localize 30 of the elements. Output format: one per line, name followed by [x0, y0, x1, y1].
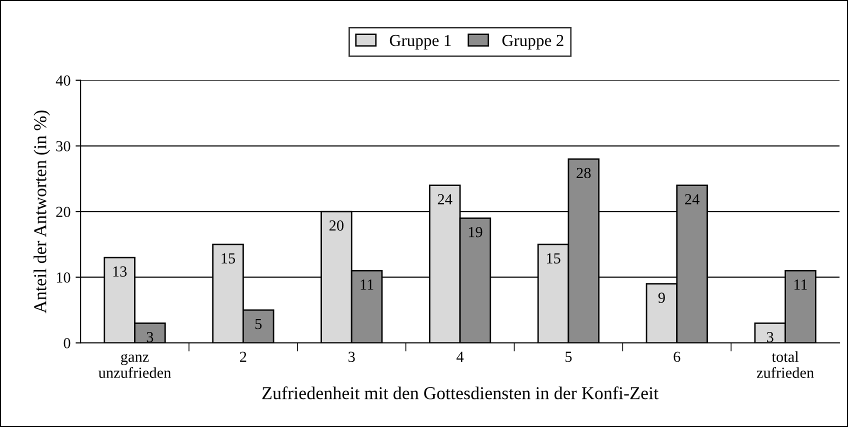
x-axis-title: Zufriedenheit mit den Gottesdiensten in der Konfi-Zeit: [262, 386, 658, 400]
x-tick-label: total zufrieden: [756, 351, 814, 378]
data-label: 11: [360, 280, 374, 290]
x-tick-label: 3: [348, 352, 355, 362]
data-label: 5: [255, 319, 262, 330]
data-label: 20: [329, 220, 344, 231]
y-tick-label: 20: [56, 206, 70, 218]
legend-label: Gruppe 2: [502, 34, 564, 50]
x-tick-label: 5: [566, 352, 572, 362]
y-tick-label: 10: [56, 272, 70, 283]
x-tick-label: 2: [240, 352, 246, 362]
data-label: 19: [468, 226, 482, 238]
data-label: 3: [146, 332, 154, 342]
data-label: 28: [576, 168, 591, 178]
data-label: 11: [794, 280, 807, 290]
data-label: 13: [113, 266, 127, 277]
data-label: 24: [685, 194, 700, 204]
data-label: 15: [222, 253, 236, 264]
y-axis-title: Anteil der Antworten (in %): [34, 110, 50, 314]
data-label: 15: [546, 253, 560, 264]
y-tick-label: 40: [56, 75, 70, 86]
data-label: 9: [658, 292, 665, 303]
x-tick-label: 4: [456, 352, 464, 362]
data-label: 24: [438, 194, 452, 204]
y-tick-label: 0: [64, 338, 70, 348]
x-tick-label: 6: [674, 352, 680, 362]
data-label: 3: [767, 332, 774, 342]
legend-label: Gruppe 1: [390, 34, 451, 50]
x-tick-label: ganz unzufrieden: [98, 354, 172, 378]
y-tick-label: 30: [56, 141, 70, 152]
